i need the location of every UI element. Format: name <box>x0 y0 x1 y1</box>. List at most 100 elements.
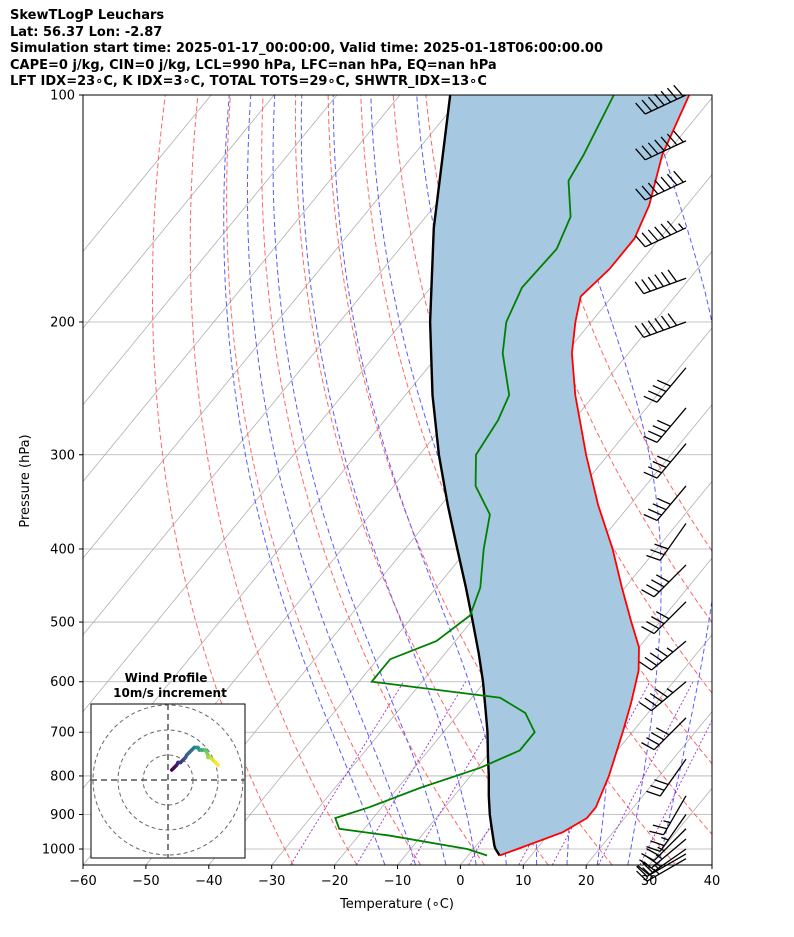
wind-barb-shaft <box>653 717 687 751</box>
wind-barb-feather <box>646 554 661 561</box>
wind-barb-feather <box>648 466 662 474</box>
wind-barb-feather <box>650 784 665 791</box>
wind-barb <box>646 758 687 797</box>
wind-barb-shaft <box>659 814 687 852</box>
x-tick-label: 20 <box>578 874 595 889</box>
wind-barb-feather <box>667 269 678 283</box>
wind-barb-feather <box>673 130 684 143</box>
y-tick-label: 900 <box>50 808 75 823</box>
wind-barb-shaft <box>656 367 687 403</box>
params-line-2: LFT IDX=23∘C, K IDX=3∘C, TOTAL TOTS=29∘C… <box>10 74 487 89</box>
wind-barb-feather <box>660 176 672 189</box>
wind-barb-feather <box>646 621 660 630</box>
wind-barb <box>639 681 687 712</box>
wind-barb-feather <box>641 742 655 751</box>
wind-barb-feather <box>652 425 667 433</box>
wind-barb <box>646 523 687 561</box>
wind-barb-feather <box>657 379 671 387</box>
chart-header: SkewTLogP Leuchars Lat: 56.37 Lon: -2.87… <box>10 8 603 91</box>
wind-barb-feather <box>648 508 662 516</box>
wind-barb-feather <box>654 779 669 786</box>
wind-barb-feather <box>641 625 655 635</box>
parcel-line <box>428 95 501 857</box>
x-tick-label: −40 <box>195 874 222 889</box>
dry-adiabat-line <box>189 95 358 865</box>
cape-cin-shading <box>430 95 690 856</box>
wind-barb-shaft <box>656 407 687 443</box>
wind-barb-half-feather <box>661 836 669 841</box>
isotherm-line <box>775 95 794 865</box>
wind-barb-feather <box>666 220 678 233</box>
wind-barb-shaft <box>662 795 687 836</box>
wind-barb-feather <box>635 188 646 201</box>
y-tick-label: 300 <box>50 448 75 463</box>
wind-barb-feather <box>660 315 671 329</box>
y-tick-label: 400 <box>50 542 75 557</box>
hodograph-title: Wind Profile <box>125 671 208 685</box>
wind-barb <box>643 407 687 443</box>
wind-barb-feather <box>641 99 653 112</box>
y-tick-label: 1000 <box>42 843 75 858</box>
wind-barb-feather <box>635 235 646 248</box>
wind-barb <box>641 601 687 635</box>
temperature-line <box>499 95 691 857</box>
wind-barb-feather <box>646 737 660 746</box>
wind-barb-feather <box>636 870 648 882</box>
wind-barb-feather <box>648 430 662 438</box>
wind-barb <box>635 220 687 248</box>
isotherm-line <box>522 634 712 865</box>
wind-barb-feather <box>655 611 670 620</box>
wind-barb-feather <box>647 142 659 155</box>
wind-barb-feather <box>641 589 655 598</box>
wind-barb <box>636 858 687 882</box>
wind-barb-feather <box>660 136 672 149</box>
moist-adiabat-line <box>370 95 538 865</box>
y-tick-label: 600 <box>50 675 75 690</box>
wind-barb <box>635 130 687 161</box>
wind-barb-feather <box>673 170 684 183</box>
wind-barb-half-feather <box>663 820 671 824</box>
wind-barb-feather <box>666 173 678 186</box>
wind-barb-shaft <box>644 227 687 248</box>
wind-barb-shaft <box>646 858 687 882</box>
wind-barb-feather <box>641 279 651 292</box>
wind-barb-feather <box>657 419 671 427</box>
wind-barb-feather <box>650 840 665 847</box>
x-tick-label: −60 <box>69 874 96 889</box>
wind-barb-half-feather <box>666 647 674 653</box>
wind-barb-feather <box>649 692 663 703</box>
wind-barb-shaft <box>643 321 687 338</box>
wind-barb-half-feather <box>653 868 660 875</box>
wind-barb-feather <box>652 503 667 511</box>
wind-barb-feather <box>643 435 658 443</box>
wind-barb-feather <box>647 182 659 195</box>
moist-adiabat-line <box>223 95 386 865</box>
moist-adiabat-line <box>647 95 712 865</box>
x-tick-label: −50 <box>132 874 159 889</box>
y-axis-label: Pressure (hPa) <box>18 434 33 527</box>
wind-barb-feather <box>643 395 658 403</box>
wind-barb-shaft <box>653 564 687 598</box>
wind-barb-feather <box>643 513 658 522</box>
dry-adiabat-line <box>261 95 485 865</box>
wind-barb-feather <box>646 846 661 852</box>
wind-barb-shaft <box>644 180 687 201</box>
wind-barb-feather <box>654 274 664 287</box>
location-line: Lat: 56.37 Lon: -2.87 <box>10 24 163 40</box>
wind-barb-feather <box>655 647 668 658</box>
wind-barb-feather <box>646 847 660 857</box>
wind-barb-feather <box>646 790 661 797</box>
moist-adiabat-line <box>300 95 477 865</box>
x-tick-label: 40 <box>704 874 721 889</box>
x-tick-label: 10 <box>515 874 532 889</box>
wind-barb-half-feather <box>657 846 665 852</box>
mixing-ratio-line <box>290 681 404 865</box>
isotherm-line <box>83 95 464 559</box>
wind-barb-feather <box>647 96 659 109</box>
wind-barb-feather <box>652 460 667 468</box>
hodograph-subtitle: 10m/s increment <box>113 686 227 700</box>
wind-barb-feather <box>652 384 667 393</box>
y-tick-label: 800 <box>50 769 75 784</box>
